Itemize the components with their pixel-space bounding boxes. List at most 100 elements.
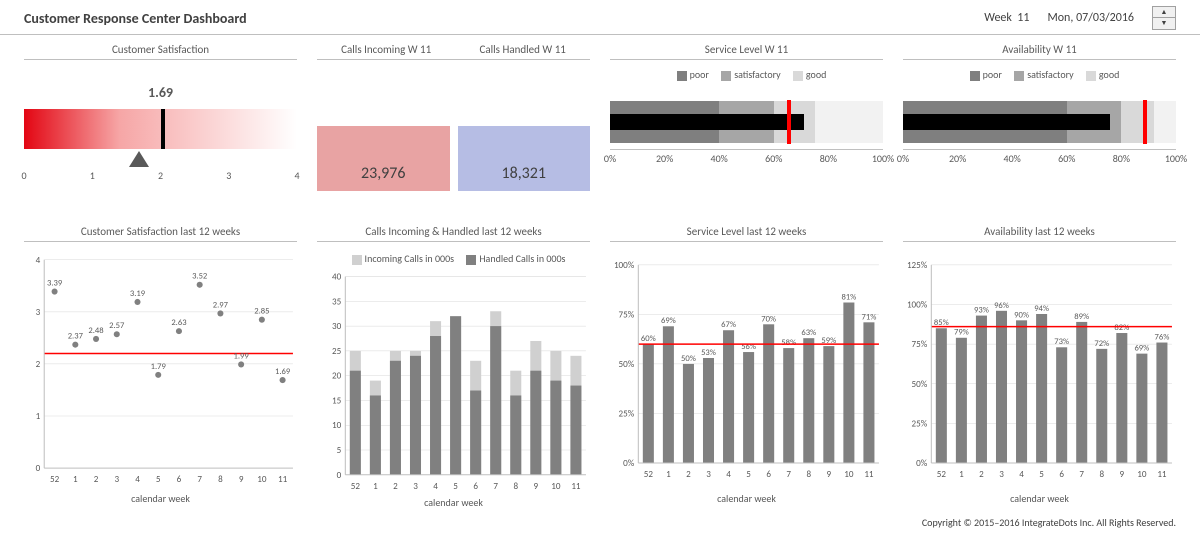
svg-text:4: 4 <box>1019 469 1024 480</box>
chart-avail-trend: 0%25%50%75%100%125%85%5279%193%296%390%4… <box>903 250 1176 490</box>
svg-text:2: 2 <box>36 359 41 370</box>
svg-text:15: 15 <box>332 395 342 406</box>
panel-availability-bullet: Availability W 11 poor satisfactory good… <box>903 43 1176 213</box>
svg-text:1: 1 <box>36 411 41 422</box>
card-calls-handled: 18,321 <box>458 126 591 191</box>
svg-text:50%: 50% <box>681 354 696 364</box>
svg-text:2.97: 2.97 <box>213 300 229 310</box>
spinner-up-icon[interactable]: ▲ <box>1153 7 1175 18</box>
svg-text:70%: 70% <box>761 314 776 324</box>
svg-text:9: 9 <box>827 469 832 480</box>
panel-title: Calls Incoming & Handled last 12 weeks <box>317 225 590 242</box>
svg-text:3.39: 3.39 <box>47 278 63 288</box>
svg-text:1: 1 <box>73 474 78 485</box>
axis-label: calendar week <box>610 492 883 505</box>
svg-text:4: 4 <box>726 469 731 480</box>
axis-label: calendar week <box>903 492 1176 505</box>
panel-title: Calls Incoming W 11 <box>341 43 431 56</box>
csat-value: 1.69 <box>24 84 297 101</box>
service-level-bullet <box>610 101 883 143</box>
svg-text:72%: 72% <box>1094 339 1109 349</box>
svg-text:3: 3 <box>36 307 41 318</box>
panel-service-level-bullet: Service Level W 11 poor satisfactory goo… <box>610 43 883 213</box>
panel-title: Availability last 12 weeks <box>903 225 1176 242</box>
svg-text:5: 5 <box>1039 469 1044 480</box>
csat-actual-marker-icon <box>129 151 149 167</box>
svg-text:52: 52 <box>937 469 947 480</box>
svg-text:71%: 71% <box>862 312 877 322</box>
svg-text:3: 3 <box>413 481 418 492</box>
svg-text:2.63: 2.63 <box>171 318 187 328</box>
svg-text:73%: 73% <box>1054 337 1069 347</box>
svg-text:76%: 76% <box>1155 332 1170 342</box>
svg-text:7: 7 <box>1079 469 1084 480</box>
svg-text:3: 3 <box>999 469 1004 480</box>
footer-copyright: Copyright © 2015–2016 IntegrateDots Inc.… <box>922 516 1176 529</box>
week-label: Week 11 <box>984 11 1029 25</box>
svg-text:125%: 125% <box>907 260 928 271</box>
panel-csat-trend: Customer Satisfaction last 12 weeks 0123… <box>24 225 297 505</box>
svg-text:0%: 0% <box>623 458 635 469</box>
svg-text:1: 1 <box>666 469 671 480</box>
csat-target-line <box>161 109 165 149</box>
svg-text:7: 7 <box>786 469 791 480</box>
svg-text:11: 11 <box>864 469 874 480</box>
panel-title: Service Level W 11 <box>610 43 883 60</box>
svg-text:8: 8 <box>513 481 518 492</box>
svg-text:5: 5 <box>453 481 458 492</box>
svg-text:3: 3 <box>706 469 711 480</box>
svg-text:5: 5 <box>156 474 161 485</box>
axis-label: calendar week <box>24 492 297 505</box>
svg-text:2: 2 <box>686 469 691 480</box>
svg-text:11: 11 <box>278 474 288 485</box>
panel-avail-trend: Availability last 12 weeks 0%25%50%75%10… <box>903 225 1176 505</box>
svg-text:10: 10 <box>257 474 267 485</box>
svg-text:6: 6 <box>177 474 182 485</box>
svg-text:3: 3 <box>114 474 119 485</box>
panel-title: Availability W 11 <box>903 43 1176 60</box>
week-spinner[interactable]: ▲ ▼ <box>1152 6 1176 30</box>
availability-bullet <box>903 101 1176 143</box>
svg-text:2: 2 <box>94 474 99 485</box>
svg-text:90%: 90% <box>1014 310 1029 320</box>
svg-text:25%: 25% <box>619 409 635 420</box>
svg-text:8: 8 <box>218 474 223 485</box>
axis-label: calendar week <box>317 496 590 509</box>
card-calls-incoming: 23,976 <box>317 126 450 191</box>
svg-text:96%: 96% <box>994 301 1009 311</box>
svg-text:6: 6 <box>1059 469 1064 480</box>
svg-text:0: 0 <box>337 470 342 481</box>
svg-text:25%: 25% <box>912 418 928 429</box>
svg-text:93%: 93% <box>974 306 989 316</box>
svg-text:7: 7 <box>197 474 202 485</box>
svg-text:1: 1 <box>959 469 964 480</box>
svg-text:67%: 67% <box>721 320 736 330</box>
spinner-down-icon[interactable]: ▼ <box>1153 18 1175 29</box>
bullet-axis: 0%20%40%60%80%100% <box>903 149 1176 163</box>
svg-text:20: 20 <box>332 371 342 382</box>
panel-title: Service Level last 12 weeks <box>610 225 883 242</box>
svg-text:94%: 94% <box>1034 304 1049 314</box>
svg-text:81%: 81% <box>841 292 856 302</box>
svg-text:3.52: 3.52 <box>192 272 207 282</box>
svg-text:100%: 100% <box>907 300 928 311</box>
svg-text:9: 9 <box>1120 469 1125 480</box>
svg-text:1.99: 1.99 <box>234 351 250 361</box>
svg-text:10: 10 <box>332 420 342 431</box>
csat-axis: 01234 <box>24 169 297 183</box>
svg-text:5: 5 <box>746 469 751 480</box>
svg-text:4: 4 <box>433 481 438 492</box>
svg-text:30: 30 <box>332 321 342 332</box>
svg-text:25: 25 <box>332 346 342 357</box>
svg-text:8: 8 <box>806 469 811 480</box>
svg-text:2: 2 <box>393 481 398 492</box>
svg-text:0%: 0% <box>916 458 928 469</box>
svg-text:8: 8 <box>1099 469 1104 480</box>
panel-title: Customer Satisfaction last 12 weeks <box>24 225 297 242</box>
svg-text:9: 9 <box>239 474 244 485</box>
svg-text:100%: 100% <box>614 260 635 271</box>
svg-text:11: 11 <box>1157 469 1167 480</box>
svg-text:63%: 63% <box>801 328 816 338</box>
svg-text:6: 6 <box>766 469 771 480</box>
svg-text:69%: 69% <box>1134 344 1149 354</box>
